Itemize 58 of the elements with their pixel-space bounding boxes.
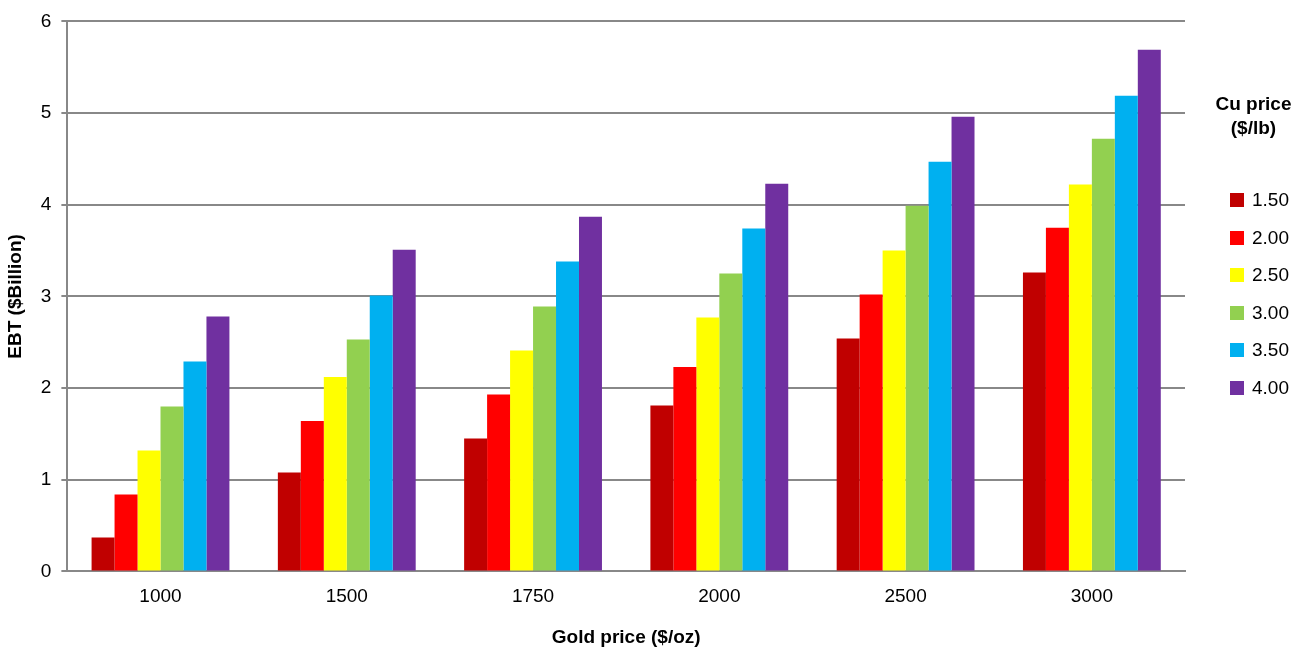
bar	[951, 116, 975, 571]
x-tick-label: 3000	[1070, 585, 1113, 607]
bar	[323, 377, 347, 571]
y-tick-label: 5	[40, 101, 52, 123]
bar	[1091, 138, 1115, 571]
legend-label: 1.50	[1252, 189, 1289, 212]
y-tick-label: 3	[40, 284, 52, 306]
y-tick-label: 1	[40, 467, 52, 489]
x-tick-label: 2000	[698, 585, 741, 607]
x-tick-label: 1500	[325, 585, 368, 607]
bar	[1137, 49, 1161, 571]
legend-label: 3.50	[1252, 339, 1289, 362]
bar	[742, 228, 766, 571]
bar	[464, 438, 488, 571]
bar	[882, 250, 906, 571]
bar	[556, 261, 579, 571]
y-tick-label: 6	[40, 9, 52, 31]
bar	[673, 366, 697, 571]
x-tick-label: 1750	[511, 585, 555, 607]
bar	[533, 306, 557, 571]
x-tick-label: 1000	[139, 585, 182, 607]
bar	[719, 273, 743, 571]
bar	[1114, 95, 1138, 571]
legend-label: 3.00	[1252, 301, 1289, 324]
y-tick-label: 2	[40, 376, 52, 398]
bar	[160, 406, 184, 571]
bar	[836, 338, 860, 571]
bar	[346, 339, 370, 571]
legend-label: 2.50	[1252, 264, 1289, 287]
bar	[696, 317, 720, 571]
bar	[905, 205, 929, 571]
bar	[277, 472, 301, 571]
bar	[859, 294, 883, 571]
bar	[1022, 272, 1046, 571]
bar	[114, 494, 138, 571]
y-tick-label: 0	[40, 559, 52, 581]
bar	[206, 316, 230, 571]
bar	[300, 421, 324, 571]
bar	[510, 350, 534, 571]
bar	[1068, 184, 1092, 571]
y-axis-title: EBT ($Billion)	[3, 234, 25, 359]
y-tick-label: 4	[40, 192, 52, 214]
x-axis-title: Gold price ($/oz)	[551, 625, 701, 647]
legend-label: 2.00	[1252, 226, 1289, 249]
x-tick-label: 2500	[884, 585, 927, 607]
legend-title: Cu price ($/lb)	[1214, 92, 1293, 140]
bar	[487, 394, 511, 571]
bar	[765, 183, 789, 571]
bar	[91, 537, 115, 571]
bar	[928, 161, 952, 571]
bar	[369, 295, 393, 571]
bar	[650, 405, 674, 571]
bar	[137, 450, 161, 571]
bar	[183, 361, 207, 571]
bar	[1045, 227, 1069, 571]
legend-label: 4.00	[1252, 376, 1289, 399]
bar	[578, 216, 602, 571]
bar	[392, 249, 416, 571]
